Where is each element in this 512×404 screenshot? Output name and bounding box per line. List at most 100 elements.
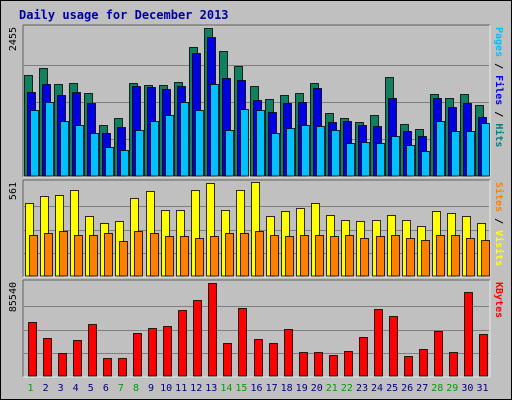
panel-kbytes-bar-kbytes	[254, 339, 263, 377]
x-tick-label: 28	[431, 383, 443, 394]
panel-kbytes-bar-kbytes	[344, 351, 353, 377]
panel-hits-bar-pages	[60, 121, 69, 177]
panel-kbytes-bar-kbytes	[223, 343, 232, 377]
x-tick-label: 10	[160, 383, 172, 394]
panel-hits-bar-pages	[120, 150, 129, 177]
panel-visits-bar-sites	[270, 235, 279, 277]
panel-kbytes-bar-kbytes	[449, 352, 458, 377]
x-tick-label: 27	[416, 383, 428, 394]
panel-hits-legend-item: Files	[493, 75, 505, 105]
panel-hits-bar-pages	[316, 126, 325, 177]
panel-visits-bar-sites	[330, 236, 339, 277]
panel-visits-legend-item: Visits	[493, 230, 505, 266]
panel-hits-bar-pages	[195, 110, 204, 177]
panel-hits-bar-pages	[361, 142, 370, 177]
x-tick-label: 1	[27, 383, 33, 394]
panel-hits-ymax-label: 2455	[8, 27, 19, 51]
panel-visits-bar-sites	[360, 238, 369, 277]
panel-kbytes-bar-kbytes	[434, 331, 443, 377]
panel-hits-bar-pages	[135, 130, 144, 177]
panel-hits-legend: Pages / Files / Hits	[493, 27, 505, 147]
panel-kbytes-bar-kbytes	[148, 328, 157, 377]
x-tick-label: 20	[311, 383, 323, 394]
panel-kbytes-bar-kbytes	[419, 349, 428, 377]
x-axis-labels: 1 2 3 4 5 6 7 8 9 10 11 12 13 14 15 16 17 18 19 20 21 22 23 24 2…	[27, 383, 488, 394]
panel-visits-bar-sites	[436, 235, 445, 277]
x-tick-label: 29	[446, 383, 458, 394]
panel-hits-bar-pages	[451, 131, 460, 177]
panel-hits-bar-pages	[90, 133, 99, 177]
panel-kbytes-bar-kbytes	[58, 353, 67, 377]
panel-kbytes-ymax-label: 85540	[8, 282, 19, 312]
x-tick-label: 7	[118, 383, 124, 394]
x-tick-label: 19	[296, 383, 308, 394]
panel-kbytes-bar-kbytes	[88, 324, 97, 377]
panel-visits-bar-sites	[29, 235, 38, 277]
panel-kbytes-bar-kbytes	[329, 355, 338, 377]
chart-panels: 2455 Pages / Files / Hits 561 Sites / Visit…	[8, 24, 505, 378]
x-tick-label: 5	[88, 383, 94, 394]
panel-kbytes-bar-kbytes	[28, 322, 37, 377]
panel-hits-legend-item: Hits	[493, 123, 505, 147]
panel-hits-bar-pages	[376, 143, 385, 177]
panel-hits-bar-pages	[406, 145, 415, 177]
panel-visits-bar-sites	[300, 235, 309, 277]
panel-visits-bar-sites	[391, 235, 400, 277]
x-tick-label: 11	[175, 383, 187, 394]
panel-kbytes-bar-kbytes	[178, 310, 187, 377]
panel-hits-bar-pages	[180, 102, 189, 177]
x-tick-label: 8	[133, 383, 139, 394]
panel-hits-bar-pages	[75, 125, 84, 177]
panel-hits-bar-pages	[346, 143, 355, 177]
panel-visits-bar-sites	[345, 235, 354, 277]
panel-visits-bar-sites	[210, 236, 219, 277]
x-tick-label: 25	[386, 383, 398, 394]
x-tick-label: 13	[205, 383, 217, 394]
panel-visits-legend-item: /	[493, 212, 504, 230]
panel-visits-legend: Sites / Visits	[493, 182, 505, 266]
panel-kbytes-bar-kbytes	[43, 338, 52, 377]
panel-kbytes-bar-kbytes	[133, 333, 142, 377]
panel-kbytes-legend: KBytes	[493, 282, 504, 318]
panel-hits-bar-pages	[331, 130, 340, 177]
panel-hits-bar-pages	[421, 151, 430, 177]
x-tick-label: 4	[73, 383, 79, 394]
panel-hits-legend-item: /	[493, 57, 504, 75]
panel-visits-bar-sites	[104, 233, 113, 277]
panel-kbytes-bar-kbytes	[163, 326, 172, 377]
panel-visits-bar-sites	[150, 233, 159, 277]
x-tick-label: 18	[281, 383, 293, 394]
panel-visits: 561 Sites / Visits	[8, 179, 505, 278]
panel-kbytes-bar-kbytes	[269, 343, 278, 377]
x-tick-label: 21	[326, 383, 338, 394]
panel-visits-bar-sites	[406, 238, 415, 277]
panel-hits-bar-pages	[105, 147, 114, 177]
x-tick-label: 31	[476, 383, 488, 394]
panel-visits-bar-sites	[481, 240, 490, 277]
panel-hits-bar-pages	[481, 123, 490, 177]
panel-hits-legend-item: /	[493, 105, 504, 123]
panel-visits-bar-sites	[225, 233, 234, 277]
panel-hits-bar-pages	[286, 128, 295, 177]
panel-kbytes-bar-kbytes	[284, 329, 293, 377]
panel-visits-bar-sites	[44, 233, 53, 277]
panel-kbytes-bar-kbytes	[103, 358, 112, 377]
panel-visits-bar-sites	[180, 236, 189, 277]
x-tick-label: 12	[190, 383, 202, 394]
panel-visits-legend-item: Sites	[493, 182, 505, 212]
panel-visits-bar-sites	[59, 231, 68, 277]
panel-hits: 2455 Pages / Files / Hits	[8, 24, 505, 178]
panel-hits-bar-pages	[45, 102, 54, 177]
panel-hits-bar-pages	[150, 121, 159, 177]
panel-visits-bar-sites	[255, 231, 264, 277]
panel-visits-bar-sites	[165, 236, 174, 277]
x-tick-label: 15	[235, 383, 247, 394]
panel-kbytes-bar-kbytes	[374, 309, 383, 377]
x-tick-label: 3	[58, 383, 64, 394]
panel-visits-bar-sites	[134, 231, 143, 277]
panel-hits-bar-pages	[466, 131, 475, 177]
panel-visits-bar-sites	[119, 241, 128, 277]
panel-kbytes: 85540 KBytes	[8, 279, 504, 378]
panel-visits-bar-sites	[451, 235, 460, 277]
